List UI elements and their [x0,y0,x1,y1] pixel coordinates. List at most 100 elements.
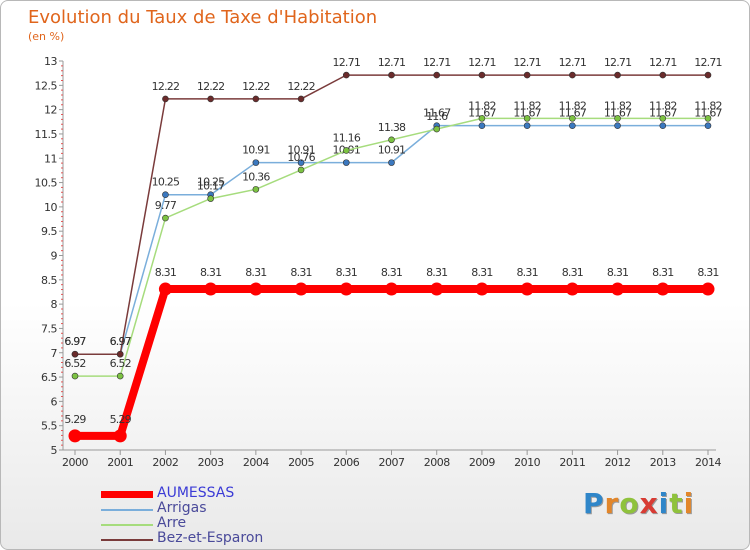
data-label: 12.71 [559,56,587,69]
y-tick-label: 8 [51,298,58,311]
data-point [113,429,127,443]
data-point [523,115,531,122]
y-tick-label: 11 [44,152,57,165]
data-point [704,71,712,79]
y-tick-label: 11.5 [35,128,58,141]
data-label: 10.25 [152,176,180,189]
data-point [659,71,667,79]
logo-letter: r [604,487,620,520]
data-label: 8.31 [290,266,311,279]
legend-swatch [101,509,153,511]
data-point [162,191,169,199]
series-arre: 6.52 6.52 9.77 10.17 10.36 10.76 11.16 11.38 11.… [64,99,723,380]
data-point [252,95,260,103]
data-label: 10.36 [242,170,270,183]
data-label: 10.76 [287,151,315,164]
data-point [614,115,621,122]
data-label: 8.31 [245,266,266,279]
data-label: 12.22 [242,80,270,93]
x-tick-label: 2006 [333,456,359,469]
x-tick-label: 2013 [650,456,676,469]
data-label: 6.52 [110,357,131,370]
data-point [656,282,670,296]
y-tick-label: 6 [51,395,58,408]
data-point [158,282,172,296]
data-label: 12.71 [694,56,722,69]
data-label: 11.16 [333,131,361,144]
x-tick-label: 2007 [379,456,405,469]
data-point [433,71,441,79]
data-label: 11.82 [604,99,632,112]
data-label: 9.77 [155,199,177,212]
data-point [614,122,621,129]
data-label: 6.52 [64,357,85,370]
legend-label: AUMESSAS [157,485,235,501]
legend-label: Arre [157,515,187,531]
data-point [294,282,308,296]
data-label: 8.31 [155,266,176,279]
data-point [478,115,486,122]
data-label: 11.67 [694,107,722,120]
x-tick-label: 2004 [243,456,269,469]
series-aumessas: 5.29 5.29 8.31 8.31 8.31 8.31 8.31 8.31 8.31 8.31… [64,266,719,443]
data-label: 6.97 [64,335,86,348]
data-point [704,115,712,122]
data-label: 12.22 [287,80,315,93]
data-label: 8.31 [336,266,357,279]
logo-letter: t [669,487,684,520]
data-point [520,282,534,296]
y-tick-label: 7.5 [41,322,57,335]
data-label: 8.31 [381,266,402,279]
data-label: 6.97 [110,335,132,348]
legend-label: Arrigas [157,500,207,516]
data-point [659,122,667,129]
data-label: 8.31 [652,266,673,279]
data-label: 11.82 [559,99,587,112]
data-label: 8.31 [697,266,718,279]
data-label: 6.97 [110,335,132,348]
x-tick-label: 2012 [605,456,631,469]
data-label: 11.6 [426,110,448,123]
data-label: 11.82 [694,99,722,112]
data-point [701,282,715,296]
y-tick-label: 9.5 [41,225,57,238]
data-label: 11.67 [423,107,451,120]
data-label: 12.71 [468,56,496,69]
data-label: 8.31 [607,266,628,279]
data-point [611,282,625,296]
data-point [430,282,444,296]
data-point [204,282,218,296]
data-label: 11.67 [559,107,587,120]
data-label: 10.91 [378,144,406,157]
y-tick-label: 5.5 [41,420,57,433]
y-tick-label: 9 [51,250,58,263]
legend-swatch [101,524,153,526]
series-bez-et-esparon: 6.97 6.97 12.22 12.22 12.22 12.22 12.71 12.71 12… [64,56,723,358]
series-aumessas-line [75,285,708,440]
data-label: 8.31 [562,266,583,279]
data-point [207,195,214,202]
x-tick-label: 2009 [469,456,495,469]
x-tick-label: 2008 [424,456,450,469]
series-arrigas: 6.976.9710.2510.2510.9110.9110.9110.9111… [64,107,723,358]
y-tick-label: 10.5 [35,177,58,190]
logo-letter: o [619,487,640,520]
data-point [478,71,486,79]
data-point [388,136,395,144]
data-label: 11.67 [649,107,677,120]
data-point [71,350,79,358]
data-label: 5.29 [110,413,132,426]
data-label: 11.67 [513,107,541,120]
y-tick-label: 6.5 [41,371,57,384]
legend-swatch [101,491,153,498]
data-point [297,166,305,174]
data-point [385,282,398,296]
legend-label: Bez-et-Esparon [157,530,264,546]
data-label: 8.31 [200,266,221,279]
data-label: 12.71 [378,56,406,69]
data-label: 5.29 [64,413,86,426]
data-point [252,159,260,166]
y-tick-label: 12 [44,104,57,117]
data-label: 10.17 [197,180,225,193]
